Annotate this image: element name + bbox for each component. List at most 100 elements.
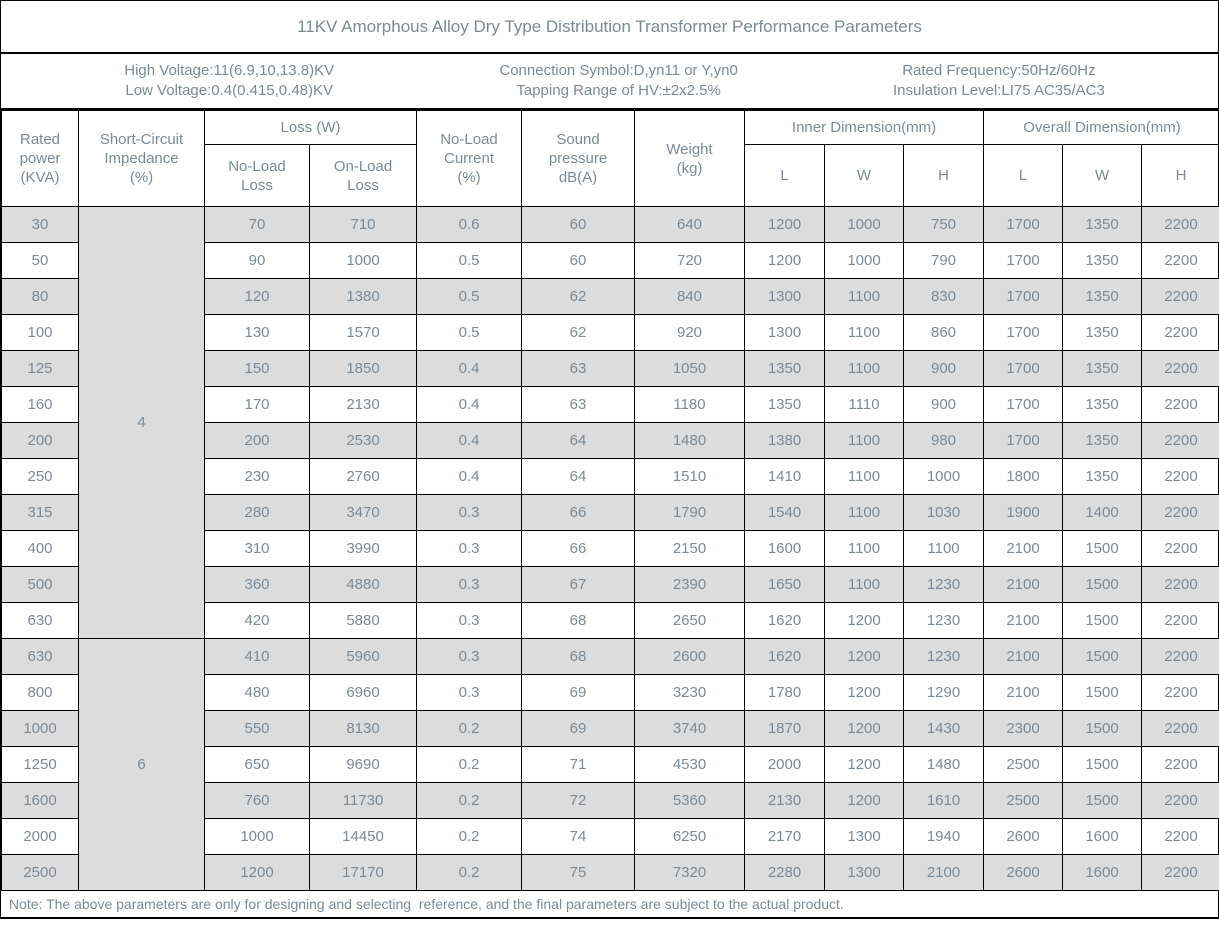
cell: 1200 <box>824 638 904 675</box>
info-bar: High Voltage:11(6.9,10,13.8)KV Low Volta… <box>1 54 1218 110</box>
cell: 1500 <box>1062 530 1143 567</box>
cell: 1500 <box>1062 638 1143 675</box>
cell: 0.2 <box>416 782 522 819</box>
header-sound-pressure: Sound pressure dB(A) <box>521 110 635 207</box>
cell: 69 <box>521 674 635 711</box>
cell: 64 <box>521 422 635 459</box>
cell: 1050 <box>634 350 745 387</box>
cell: 1230 <box>902 638 985 675</box>
cell: 1900 <box>983 494 1064 531</box>
cell: 0.3 <box>416 566 522 603</box>
cell: 2200 <box>1141 602 1219 639</box>
cell: 1500 <box>1062 602 1143 639</box>
frequency-info: Rated Frequency:50Hz/60Hz Insulation Lev… <box>780 61 1218 101</box>
cell: 1510 <box>634 458 745 495</box>
cell: 0.4 <box>416 350 522 387</box>
cell: 66 <box>521 494 635 531</box>
cell: 7320 <box>634 854 745 891</box>
cell: 1600 <box>744 530 825 567</box>
header-impedance: Short-Circuit Impedance (%) <box>78 110 205 207</box>
cell: 0.2 <box>416 710 522 747</box>
cell: 2000 <box>744 746 825 783</box>
cell: 1480 <box>902 746 985 783</box>
cell: 550 <box>204 710 310 747</box>
header-overall-l: L <box>983 144 1064 207</box>
header-overall-w: W <box>1062 144 1143 207</box>
table-row: 315 280 3470 0.3 66 1790 1540 1100 1030 1900 1400 2… <box>1 494 1219 531</box>
cell: 1600 <box>1 782 79 819</box>
header-weight: Weight (kg) <box>634 110 745 207</box>
table-row: 125 150 1850 0.4 63 1050 1350 1100 900 1700 1350 22… <box>1 350 1219 387</box>
cell: 860 <box>902 314 985 351</box>
table-row: 1250 650 9690 0.2 71 4530 2000 1200 1480 2500 1500… <box>1 746 1219 783</box>
cell: 0.4 <box>416 422 522 459</box>
cell: 69 <box>521 710 635 747</box>
cell: 1350 <box>744 386 825 423</box>
cell: 1650 <box>744 566 825 603</box>
cell: 60 <box>521 242 635 279</box>
cell: 1000 <box>1 710 79 747</box>
header-inner-l: L <box>744 144 825 207</box>
cell: 5880 <box>309 602 417 639</box>
cell: 1300 <box>744 278 825 315</box>
cell: 2200 <box>1141 386 1219 423</box>
cell: 68 <box>521 638 635 675</box>
cell: 1100 <box>824 494 904 531</box>
header-rated-power: Rated power (KVA) <box>1 110 79 207</box>
cell: 1350 <box>744 350 825 387</box>
cell: 1780 <box>744 674 825 711</box>
cell: 1500 <box>1062 782 1143 819</box>
impedance-cell: 6 <box>78 638 205 891</box>
cell: 1600 <box>1062 818 1143 855</box>
cell: 1290 <box>902 674 985 711</box>
cell: 2200 <box>1141 278 1219 315</box>
cell: 4880 <box>309 566 417 603</box>
cell: 3740 <box>634 710 745 747</box>
cell: 310 <box>204 530 310 567</box>
cell: 1380 <box>744 422 825 459</box>
cell: 2600 <box>634 638 745 675</box>
cell: 1700 <box>983 350 1064 387</box>
cell: 1200 <box>744 242 825 279</box>
cell: 1100 <box>824 314 904 351</box>
cell: 1230 <box>902 602 985 639</box>
connection-symbol-text: Connection Symbol:D,yn11 or Y,yn0 <box>499 62 738 79</box>
cell: 1940 <box>902 818 985 855</box>
cell: 1230 <box>902 566 985 603</box>
page-title: 11KV Amorphous Alloy Dry Type Distributi… <box>1 1 1218 54</box>
table-row: 2500 1200 17170 0.2 75 7320 2280 1300 2100 2600 16… <box>1 854 1219 891</box>
cell: 1500 <box>1062 674 1143 711</box>
cell: 1500 <box>1062 746 1143 783</box>
cell: 2000 <box>1 818 79 855</box>
cell: 2100 <box>983 674 1064 711</box>
cell: 71 <box>521 746 635 783</box>
low-voltage-text: Low Voltage:0.4(0.415,0.48)KV <box>125 82 334 99</box>
cell: 72 <box>521 782 635 819</box>
cell: 150 <box>204 350 310 387</box>
header-on-load-loss: On-Load Loss <box>309 144 417 207</box>
cell: 1300 <box>824 818 904 855</box>
cell: 67 <box>521 566 635 603</box>
cell: 2300 <box>983 710 1064 747</box>
cell: 840 <box>634 278 745 315</box>
cell: 2200 <box>1141 854 1219 891</box>
cell: 1100 <box>824 350 904 387</box>
cell: 8130 <box>309 710 417 747</box>
cell: 1350 <box>1062 314 1143 351</box>
cell: 30 <box>1 206 79 243</box>
cell: 2200 <box>1141 818 1219 855</box>
cell: 1610 <box>902 782 985 819</box>
cell: 1030 <box>902 494 985 531</box>
cell: 100 <box>1 314 79 351</box>
cell: 250 <box>1 458 79 495</box>
cell: 1350 <box>1062 386 1143 423</box>
cell: 0.2 <box>416 854 522 891</box>
cell: 1600 <box>1062 854 1143 891</box>
table-row: 80 120 1380 0.5 62 840 1300 1100 830 1700 1350 2200 <box>1 278 1219 315</box>
cell: 14450 <box>309 818 417 855</box>
cell: 70 <box>204 206 310 243</box>
cell: 1200 <box>824 710 904 747</box>
cell: 1300 <box>744 314 825 351</box>
header-inner-dimension-group: Inner Dimension(mm) <box>743 110 985 145</box>
cell: 63 <box>521 350 635 387</box>
